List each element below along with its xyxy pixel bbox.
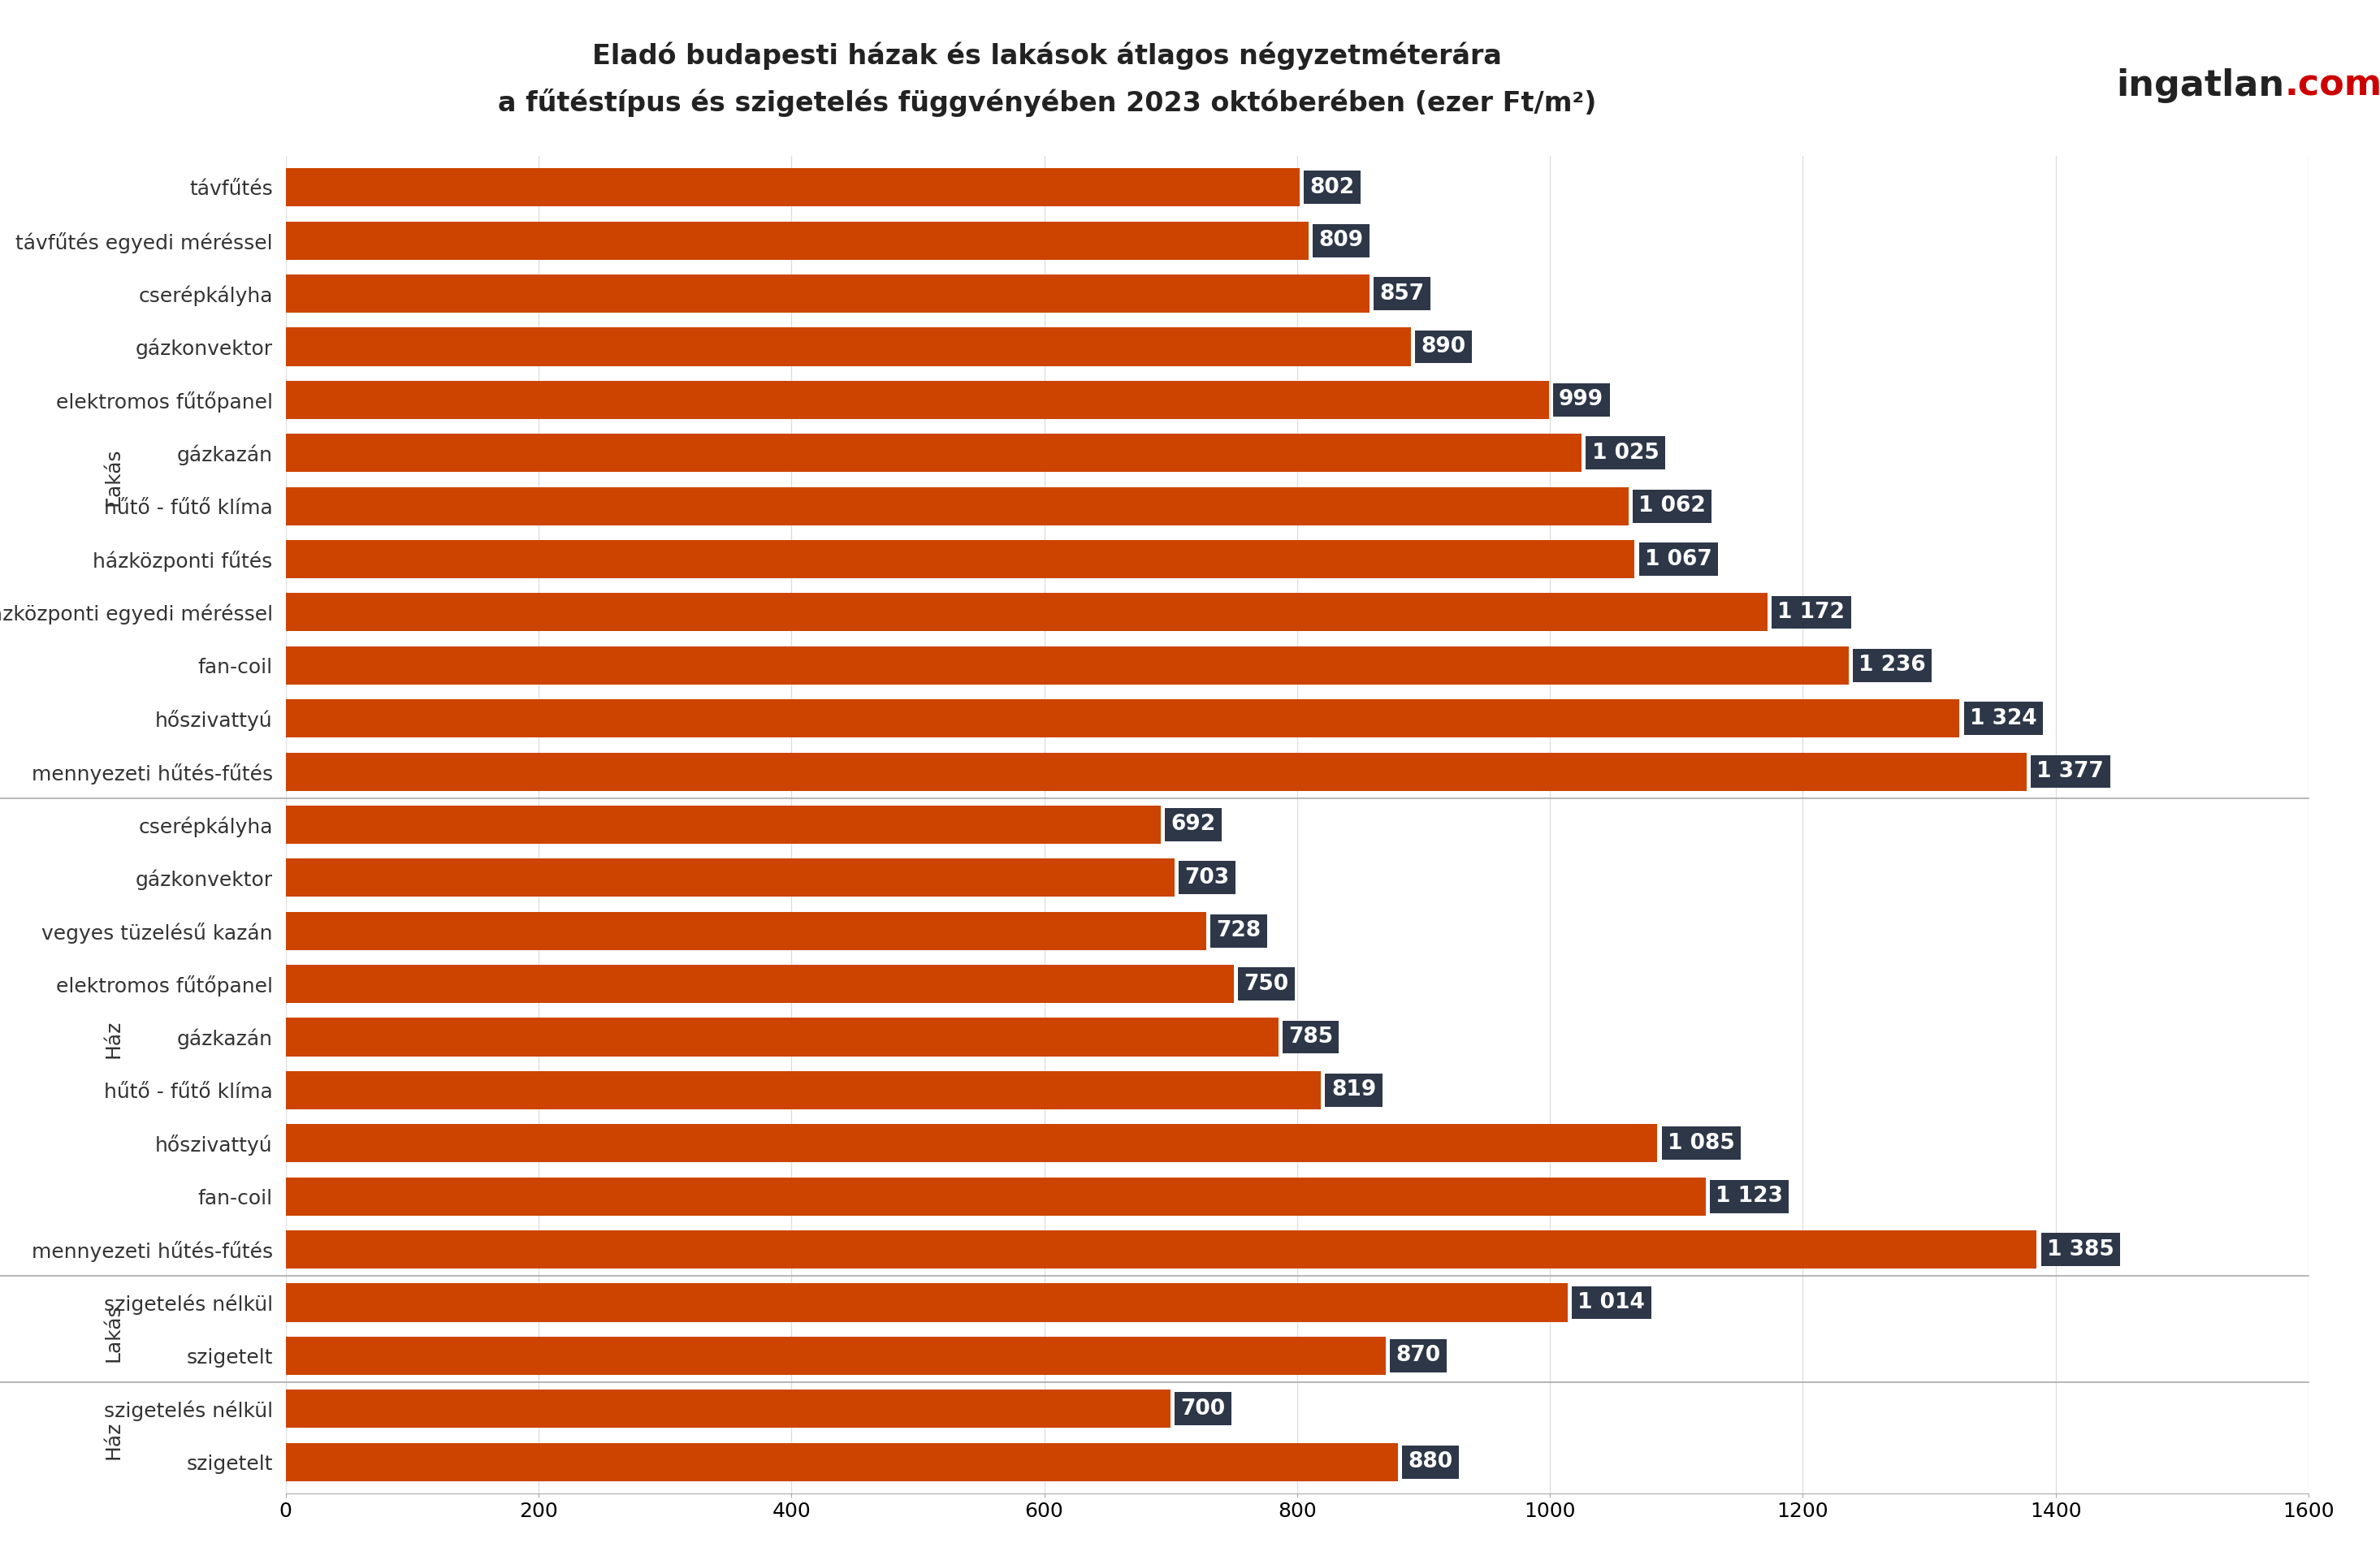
Text: 857: 857 (1380, 283, 1423, 305)
Bar (286, 274, 1368, 313)
Text: 692: 692 (1171, 814, 1216, 836)
Bar (286, 646, 1849, 685)
Bar (286, 699, 1959, 738)
Text: 1 377: 1 377 (2037, 761, 2104, 783)
Bar (286, 859, 1173, 896)
Text: 890: 890 (1421, 336, 1466, 358)
Text: 728: 728 (1216, 920, 1261, 941)
Text: 1 236: 1 236 (1859, 655, 1925, 675)
Text: 1 014: 1 014 (1578, 1291, 1645, 1313)
Text: 802: 802 (1309, 177, 1354, 198)
Bar (286, 381, 1549, 419)
Text: .com: .com (2285, 68, 2380, 103)
Bar (286, 1071, 1321, 1109)
Text: 1 062: 1 062 (1637, 495, 1706, 517)
Text: Lakás: Lakás (105, 1304, 124, 1362)
Text: 819: 819 (1330, 1080, 1376, 1100)
Text: 785: 785 (1288, 1027, 1333, 1047)
Bar (286, 1123, 1656, 1162)
Bar (286, 806, 1161, 843)
Bar (286, 434, 1583, 471)
Text: a fűtéstípus és szigetelés függvényében 2023 októberében (ezer Ft/m²): a fűtéstípus és szigetelés függvényében … (497, 89, 1597, 117)
Bar (286, 1337, 1385, 1376)
Bar (286, 965, 1233, 1004)
Bar (286, 540, 1635, 579)
Bar (286, 328, 1411, 366)
Text: 1 172: 1 172 (1778, 602, 1844, 622)
Bar (286, 487, 1628, 526)
Text: 809: 809 (1319, 230, 1364, 251)
Bar (286, 1284, 1568, 1321)
Text: 1 025: 1 025 (1592, 442, 1659, 464)
Bar (286, 1231, 2037, 1268)
Text: ingatlan: ingatlan (2116, 68, 2285, 103)
Bar (286, 1442, 1399, 1481)
Bar (286, 753, 2028, 790)
Text: 880: 880 (1409, 1452, 1454, 1472)
Text: 750: 750 (1245, 974, 1290, 994)
Bar (286, 1390, 1171, 1428)
Bar (286, 168, 1299, 207)
Text: 1 324: 1 324 (1971, 708, 2037, 730)
Text: 700: 700 (1180, 1399, 1226, 1419)
Bar (286, 593, 1768, 632)
Bar (286, 912, 1207, 951)
Text: 703: 703 (1185, 867, 1230, 888)
Bar (286, 221, 1309, 260)
Bar (286, 1018, 1278, 1057)
Text: 1 123: 1 123 (1716, 1186, 1783, 1207)
Text: 1 085: 1 085 (1668, 1133, 1735, 1155)
Text: 999: 999 (1559, 389, 1604, 411)
Bar (286, 1178, 1706, 1215)
Text: 1 385: 1 385 (2047, 1239, 2113, 1260)
Text: 870: 870 (1395, 1344, 1440, 1366)
Text: Ház: Ház (105, 1421, 124, 1460)
Text: Ház: Ház (105, 1019, 124, 1058)
Text: 1 067: 1 067 (1645, 549, 1711, 569)
Text: Eladó budapesti házak és lakások átlagos négyzetméterára: Eladó budapesti házak és lakások átlagos… (593, 42, 1502, 70)
Text: Lakás: Lakás (105, 448, 124, 506)
